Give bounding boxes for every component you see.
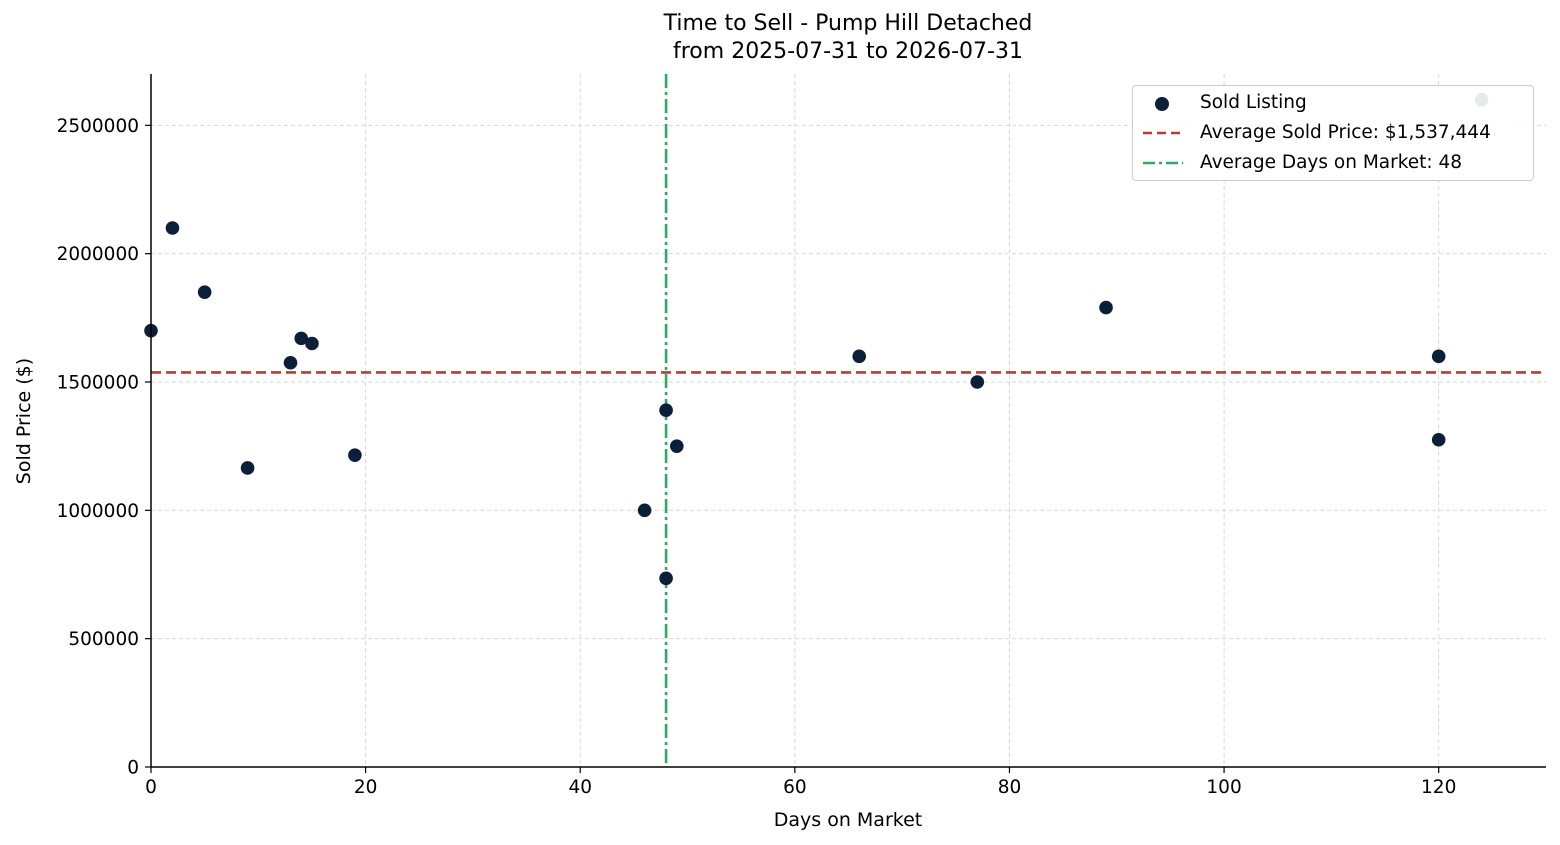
y-tick-label: 2000000 — [57, 244, 139, 265]
y-tick-label: 1500000 — [57, 373, 139, 394]
x-tick-label: 40 — [568, 777, 592, 798]
data-point — [659, 571, 673, 586]
y-tick-label: 0 — [127, 758, 139, 779]
data-point — [283, 355, 298, 370]
dashed-line-icon — [1143, 131, 1183, 135]
legend-item-sold-listing: Sold Listing — [1133, 88, 1533, 118]
y-tick-label: 2500000 — [57, 116, 139, 137]
data-point — [1099, 300, 1113, 315]
x-tick-label: 80 — [998, 777, 1022, 798]
dashdot-line-icon — [1143, 161, 1183, 165]
x-tick-label: 0 — [145, 777, 157, 798]
y-axis-ticks: 0 500000 1000000 1500000 2000000 2500000 — [57, 116, 151, 779]
data-point — [659, 403, 673, 418]
data-point — [670, 439, 684, 453]
y-tick-label: 1000000 — [57, 501, 139, 522]
axes — [150, 74, 1546, 768]
chart-title: Time to Sell - Pump Hill Detached — [663, 11, 1033, 36]
data-point — [1431, 349, 1446, 364]
data-point — [348, 448, 362, 462]
legend-label: Average Sold Price: $1,537,444 — [1200, 122, 1491, 143]
data-point — [305, 336, 319, 351]
legend-item-average-days: Average Days on Market: 48 — [1133, 148, 1533, 178]
legend-label: Average Days on Market: 48 — [1200, 152, 1463, 173]
data-point — [197, 285, 212, 299]
data-point — [637, 503, 652, 518]
x-tick-label: 20 — [354, 777, 378, 798]
chart-subtitle: from 2025-07-31 to 2026-07-31 — [673, 39, 1023, 64]
data-point — [852, 349, 867, 364]
chart-legend: Sold Listing Average Sold Price: $1,537,… — [1132, 85, 1534, 181]
data-point — [165, 221, 180, 235]
data-point — [1431, 432, 1446, 447]
reference-lines — [151, 74, 1546, 767]
data-point — [240, 461, 255, 475]
data-point — [970, 375, 985, 389]
data-point — [294, 331, 309, 346]
y-axis-label: Sold Price ($) — [13, 358, 35, 484]
grid-lines — [150, 74, 1546, 768]
y-tick-label: 500000 — [68, 629, 139, 650]
scatter-marker-icon — [1155, 97, 1169, 111]
x-tick-label: 120 — [1421, 777, 1456, 798]
legend-item-average-price: Average Sold Price: $1,537,444 — [1133, 118, 1533, 148]
legend-label: Sold Listing — [1200, 92, 1307, 113]
x-tick-label: 60 — [783, 777, 807, 798]
x-tick-label: 100 — [1206, 777, 1241, 798]
x-axis-label: Days on Market — [774, 809, 922, 831]
x-axis-ticks: 0 20 40 60 80 100 120 — [145, 767, 1456, 798]
